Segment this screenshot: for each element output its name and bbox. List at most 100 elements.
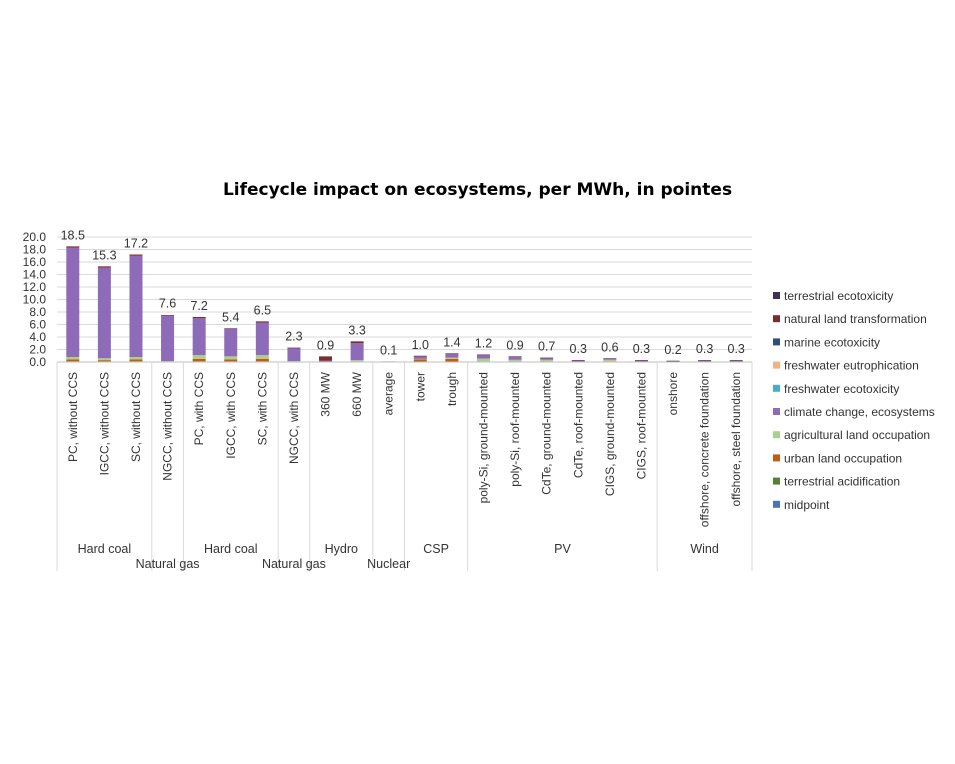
total-label: 0.2 [664, 343, 681, 357]
bar-segment [129, 254, 143, 256]
y-tick-label: 12.0 [23, 280, 47, 294]
legend-label: marine ecotoxicity [784, 335, 880, 349]
bar-segment [97, 360, 111, 362]
bar-segment [319, 356, 333, 361]
y-tick-label: 16.0 [23, 255, 47, 269]
total-label: 17.2 [124, 237, 148, 251]
y-tick-label: 14.0 [23, 268, 47, 282]
category-label: onshore [666, 372, 680, 416]
total-label: 1.2 [475, 337, 492, 351]
legend-swatch [773, 477, 780, 485]
y-tick-label: 8.0 [29, 305, 46, 319]
category-label: NGCC, with CCS [287, 372, 301, 464]
total-label: 0.3 [728, 342, 745, 356]
group-label: PV [554, 542, 571, 556]
bar-segment [97, 267, 111, 359]
bar-segment [224, 356, 238, 360]
legend-label: urban land occupation [784, 451, 902, 465]
category-label: IGCC, with CCS [224, 372, 238, 459]
bar-segment [287, 347, 301, 362]
bar-segment [66, 247, 80, 357]
total-label: 2.3 [285, 330, 302, 344]
legend-swatch [773, 338, 780, 346]
bar-segment [255, 321, 269, 323]
total-label: 0.1 [380, 343, 397, 357]
bar-segment [445, 353, 459, 358]
legend-swatch [773, 315, 780, 323]
bar-segment [603, 358, 617, 360]
bar-segment [66, 246, 80, 248]
bar-segment [698, 360, 712, 362]
bar-segment [634, 360, 648, 361]
y-axis: 0.02.04.06.08.010.012.014.016.018.020.0 [23, 230, 47, 369]
bar-segment [192, 318, 206, 356]
legend-label: natural land transformation [784, 312, 927, 326]
bar-segment [129, 255, 143, 357]
bar-segment [445, 357, 459, 359]
bars [66, 246, 743, 363]
category-label: 360 MW [319, 371, 333, 416]
legend-label: freshwater ecotoxicity [784, 382, 899, 396]
bar-segment [508, 356, 522, 360]
legend-swatch [773, 384, 780, 392]
total-label: 15.3 [92, 248, 116, 262]
group-label: Wind [690, 542, 719, 556]
bar-segment [287, 361, 301, 362]
total-label: 18.5 [61, 228, 85, 242]
bar-segment [698, 360, 712, 361]
group-label: Natural gas [262, 557, 326, 571]
category-label: SC, without CCS [129, 372, 143, 462]
x-axis: PC, without CCS IGCC, without CCS SC, with… [56, 361, 753, 571]
bar-segment [540, 359, 554, 362]
total-label: 1.0 [412, 338, 429, 352]
bar-segment [350, 341, 364, 344]
total-label: 3.3 [348, 323, 365, 337]
total-label: 7.6 [159, 297, 176, 311]
legend-label: freshwater eutrophication [784, 359, 919, 373]
legend-label: terrestrial ecotoxicity [784, 289, 893, 303]
group-label: Hard coal [204, 542, 258, 556]
bar-segment [413, 359, 427, 362]
data-labels: 18.5 15.3 17.2 7.6 7.2 5.4 6.5 2.3 0.9 3.3 0.1 1.0 1… [61, 228, 745, 357]
category-label: PC, without CCS [66, 372, 80, 462]
y-tick-label: 4.0 [29, 330, 46, 344]
bar-segment [729, 360, 743, 362]
bar-segment [445, 353, 459, 354]
category-label: SC, with CCS [255, 372, 269, 445]
bar-segment [319, 360, 333, 362]
category-label: trough [445, 372, 459, 406]
category-label: CdTe, roof-mounted [571, 372, 585, 478]
bar-segment [129, 357, 143, 360]
group-label: Natural gas [136, 557, 200, 571]
legend: terrestrial ecotoxicity natural land tran… [773, 289, 935, 512]
bar-segment [350, 360, 364, 362]
y-tick-label: 6.0 [29, 318, 46, 332]
bar-segment [476, 358, 490, 362]
y-tick-label: 18.0 [23, 243, 47, 257]
bar-segment [508, 359, 522, 362]
bar-segment [66, 357, 80, 360]
bar-segment [603, 358, 617, 359]
y-tick-label: 0.0 [29, 355, 46, 369]
total-label: 7.2 [190, 299, 207, 313]
bar-segment [413, 356, 427, 359]
bar-segment [192, 355, 206, 359]
bar-segment [224, 328, 238, 329]
category-label: NGCC, without CCS [161, 372, 175, 481]
legend-label: midpoint [784, 498, 830, 512]
total-label: 0.3 [633, 342, 650, 356]
category-label: offshore, concrete foundation [698, 372, 712, 527]
bar-segment [571, 360, 585, 361]
bar-segment [634, 360, 648, 362]
group-label: Hydro [325, 542, 358, 556]
group-label: CSP [423, 542, 449, 556]
total-label: 1.4 [443, 335, 460, 349]
bar-segment [666, 360, 680, 362]
category-label: CIGS, roof-mounted [634, 372, 648, 479]
total-label: 6.5 [254, 303, 271, 317]
bar-segment [192, 317, 206, 319]
bar-segment [476, 354, 490, 359]
y-tick-label: 20.0 [23, 230, 47, 244]
group-label: Nuclear [367, 557, 410, 571]
